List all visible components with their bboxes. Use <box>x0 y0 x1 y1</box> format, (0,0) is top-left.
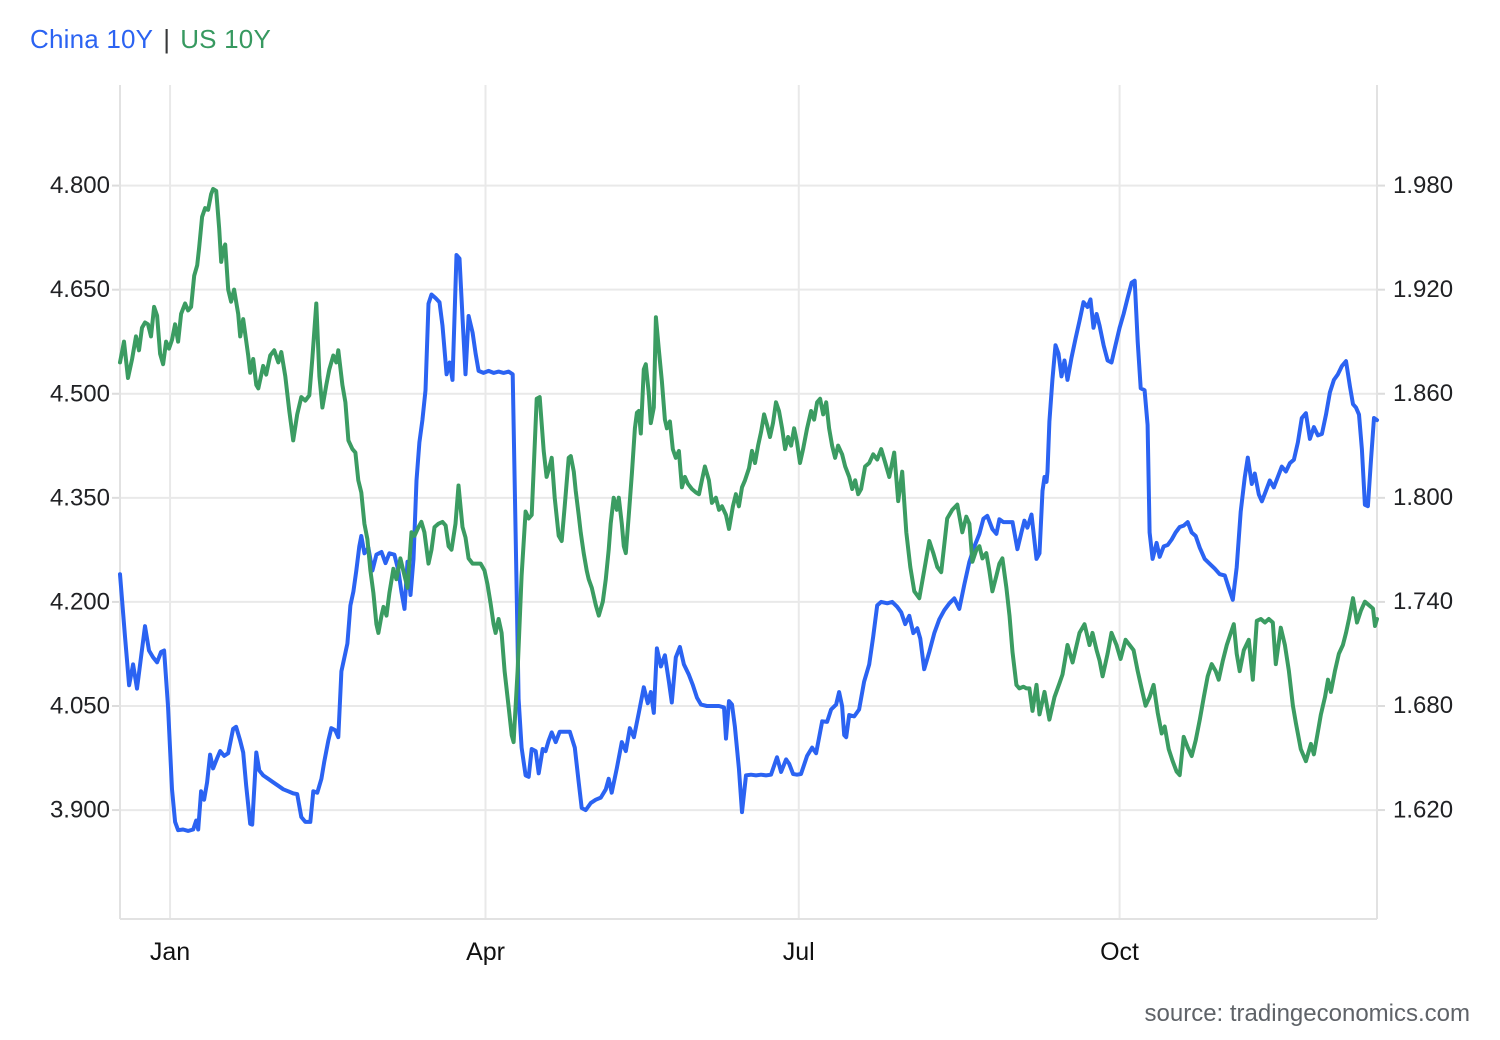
y-axis-label-left: 4.650 <box>50 276 110 303</box>
y-axis-label-right: 1.800 <box>1393 484 1453 511</box>
legend-separator: | <box>163 24 171 54</box>
us-10y-line[interactable] <box>118 187 1379 778</box>
chart-title: China 10Y | US 10Y <box>30 24 271 54</box>
china-10y-line[interactable] <box>118 253 1379 833</box>
y-axis-label-right: 1.680 <box>1393 692 1453 719</box>
y-axis-label-left: 3.900 <box>50 797 110 824</box>
legend-us-10y[interactable]: US 10Y <box>180 24 271 54</box>
y-axis-label-right: 1.620 <box>1393 796 1453 823</box>
x-axis-label-month: Jul <box>783 938 815 966</box>
y-axis-label-left: 4.500 <box>50 380 110 407</box>
y-axis-label-left: 4.800 <box>50 172 110 199</box>
x-axis-label-month: Jan <box>150 938 190 966</box>
y-axis-label-right: 1.920 <box>1393 276 1453 303</box>
y-axis-label-left: 4.200 <box>50 588 110 615</box>
y-axis-label-right: 1.740 <box>1393 588 1453 615</box>
y-axis-label-left: 4.050 <box>50 692 110 719</box>
source-attribution: source: tradingeconomics.com <box>1144 1000 1470 1027</box>
legend-china-10y[interactable]: China 10Y <box>30 24 154 54</box>
y-axis-label-left: 4.350 <box>50 484 110 511</box>
y-axis-label-right: 1.980 <box>1393 172 1453 199</box>
x-axis-label-month: Apr <box>466 938 505 966</box>
x-axis-label-month: Oct <box>1100 938 1139 966</box>
y-axis-label-right: 1.860 <box>1393 380 1453 407</box>
